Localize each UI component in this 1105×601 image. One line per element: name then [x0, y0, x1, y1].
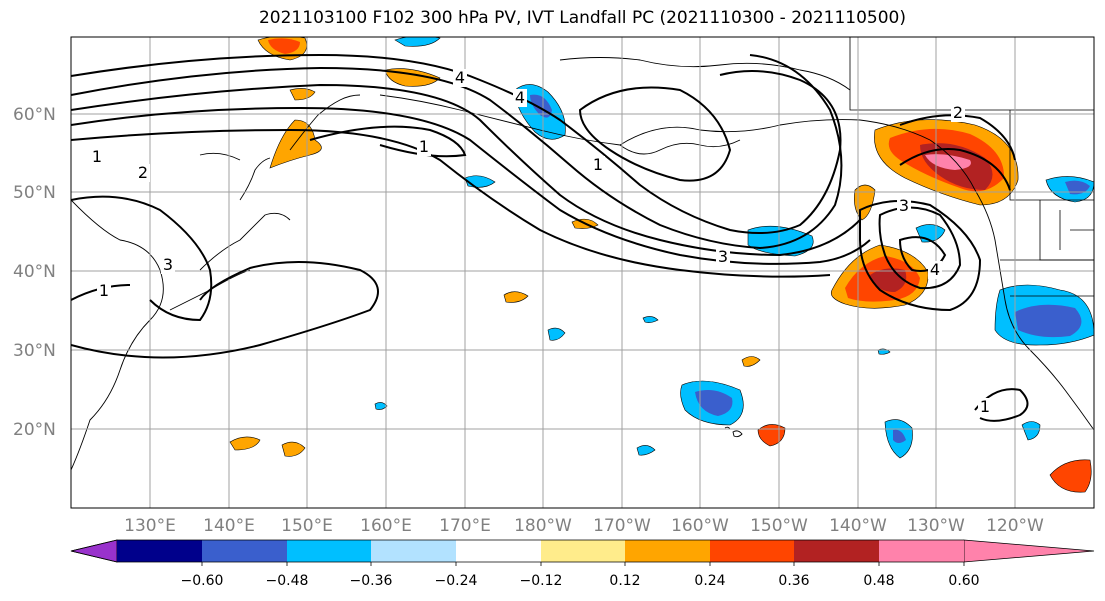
- anomaly-negative-small-4: [1021, 421, 1041, 441]
- lon-label: 170°E: [439, 516, 491, 536]
- coastlines: [71, 57, 1094, 471]
- contour-label-bg: [591, 156, 605, 174]
- colorbar-tick-label: 0.24: [694, 573, 725, 589]
- contour-label: 4: [930, 260, 940, 279]
- colorbar-tick-label: −0.60: [181, 573, 224, 589]
- colorbar-segment: [287, 540, 371, 562]
- map-layer: [71, 37, 1094, 508]
- anomaly-positive-hawaii: [757, 424, 786, 447]
- political-borders: [849, 37, 1094, 297]
- contour-label-bg: [716, 248, 730, 266]
- contour-label: 1: [593, 155, 603, 174]
- lon-label: 130°W: [907, 516, 965, 536]
- anomaly-negative-bc-core: [1065, 180, 1090, 195]
- colorbar-segment: [541, 540, 625, 562]
- anomaly-negative-small-5: [547, 327, 566, 341]
- colorbar-tick-label: 0.48: [863, 573, 894, 589]
- lat-label: 30°N: [13, 341, 56, 361]
- colorbar-segment: [794, 540, 879, 562]
- contour-label-bg: [978, 398, 992, 416]
- anomaly-negative-subtropic-core: [695, 390, 733, 416]
- contour-label-bg: [513, 89, 527, 107]
- contour-label: 4: [515, 88, 525, 107]
- colorbar-segment: [879, 540, 964, 562]
- longitude-labels: 130°E 140°E 150°E 160°E 170°E 180°W 170°…: [124, 516, 1044, 536]
- lon-label: 130°E: [124, 516, 176, 536]
- anomaly-negative-california-core: [1015, 304, 1082, 338]
- lon-label: 150°E: [281, 516, 333, 536]
- colorbar-segment: [456, 540, 541, 562]
- colorbar-tick-label: −0.12: [520, 573, 563, 589]
- anomaly-positive-small-4: [503, 291, 529, 303]
- contour-label: 4: [455, 68, 465, 87]
- contour-label-bg: [90, 148, 104, 166]
- anomaly-positive-small-1: [289, 88, 316, 101]
- contour-label-bg: [897, 197, 911, 215]
- colorbar-extend-left: [70, 539, 118, 563]
- contour-label: 2: [138, 163, 148, 182]
- anomaly-negative-small-8: [374, 402, 388, 410]
- contour-label-bg: [97, 282, 111, 300]
- lat-label: 40°N: [13, 262, 56, 282]
- contour-label: 1: [99, 281, 109, 300]
- colorbar-segment: [710, 540, 794, 562]
- contour-label: 1: [92, 147, 102, 166]
- contour-label: 3: [718, 247, 728, 266]
- colorbar-tick-label: 0.36: [778, 573, 809, 589]
- colorbar-segment: [202, 540, 287, 562]
- colorbar-ticks: [201, 562, 965, 566]
- anomaly-negative-small-7: [642, 316, 659, 323]
- anomaly-negative-top: [394, 37, 441, 47]
- contour-label: 2: [953, 103, 963, 122]
- contour-label: 3: [899, 196, 909, 215]
- contour-label-bg: [161, 256, 175, 274]
- lon-label: 140°E: [203, 516, 255, 536]
- anomaly-negative-small-6: [636, 445, 656, 456]
- colorbar-tick-label: 0.60: [948, 573, 979, 589]
- lat-label: 60°N: [13, 105, 56, 125]
- map-title: 2021103100 F102 300 hPa PV, IVT Landfall…: [258, 8, 906, 28]
- colorbar-tick-label: −0.48: [266, 573, 309, 589]
- contour-label-bg: [136, 164, 150, 182]
- colorbar-segment: [117, 540, 202, 562]
- contour-label-bg: [951, 104, 965, 122]
- contour-labels: 4 4 1 1 1 2 3 1 3 3 4 2 1: [90, 68, 992, 416]
- colorbar-tick-label: −0.36: [350, 573, 393, 589]
- lon-label: 140°W: [829, 516, 887, 536]
- contour-label: 1: [419, 137, 429, 156]
- pv-anomaly-fills: [229, 37, 1094, 493]
- lat-label: 50°N: [13, 183, 56, 203]
- contour-label: 1: [980, 397, 990, 416]
- contour-label: 3: [163, 255, 173, 274]
- contour-label-bg: [928, 261, 942, 279]
- anomaly-positive-top-inner: [268, 38, 300, 54]
- contour-label-bg: [453, 69, 467, 87]
- anomaly-negative-small-3-core: [893, 429, 906, 443]
- anomaly-positive-small-7: [741, 356, 761, 367]
- lon-label: 160°W: [671, 516, 729, 536]
- colorbar: −0.60 −0.48 −0.36 −0.24 −0.12 0.12 0.24 …: [70, 539, 1095, 589]
- lon-label: 150°W: [750, 516, 808, 536]
- colorbar-tick-label: −0.24: [435, 573, 478, 589]
- lon-label: 160°E: [360, 516, 412, 536]
- colorbar-tick-label: 0.12: [609, 573, 640, 589]
- anomaly-positive-se: [1049, 459, 1092, 493]
- contour-label-bg: [417, 138, 431, 156]
- colorbar-segment: [625, 540, 710, 562]
- lon-label: 170°W: [593, 516, 651, 536]
- lon-label: 120°W: [986, 516, 1044, 536]
- map-frame: [70, 36, 1095, 509]
- colorbar-segment: [371, 540, 456, 562]
- anomaly-positive-small-6: [281, 441, 306, 457]
- colorbar-extend-right: [963, 539, 1095, 563]
- lat-label: 20°N: [13, 420, 56, 440]
- latitude-labels: 60°N 50°N 40°N 30°N 20°N: [13, 105, 56, 440]
- anomaly-positive-small-5: [229, 436, 261, 451]
- lon-label: 180°W: [514, 516, 572, 536]
